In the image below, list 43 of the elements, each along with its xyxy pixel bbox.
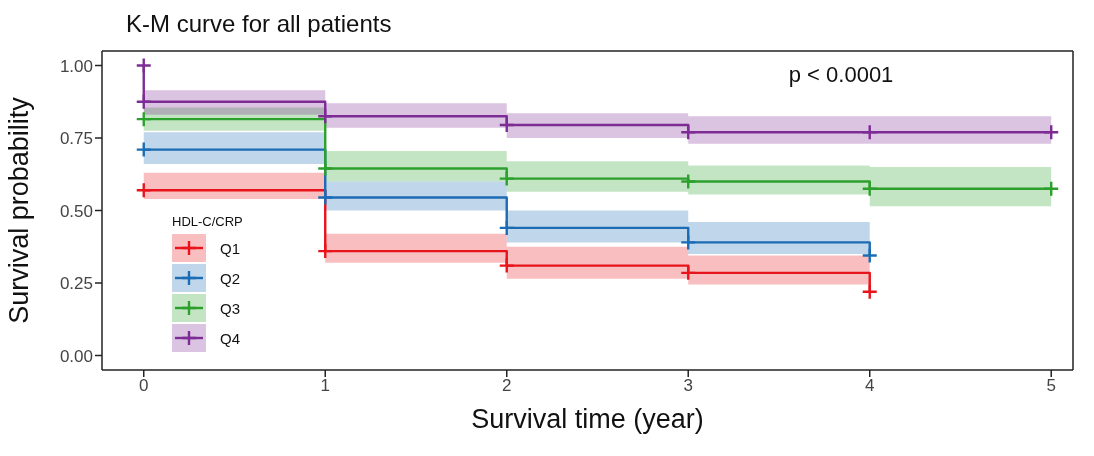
y-tick-label: 0.00 <box>59 346 93 366</box>
x-tick-label: 1 <box>320 376 330 396</box>
point <box>680 124 697 141</box>
y-tick-label: 0.75 <box>59 129 93 149</box>
legend-label: Q3 <box>220 299 241 317</box>
point <box>861 124 878 141</box>
y-axis-title: Survival probability <box>3 96 34 324</box>
point <box>498 116 515 134</box>
point <box>135 141 152 158</box>
point <box>861 180 878 197</box>
point <box>680 234 697 251</box>
legend-label: Q1 <box>220 239 241 257</box>
point <box>317 160 334 177</box>
point <box>498 170 515 187</box>
point <box>498 257 515 274</box>
x-tick-label: 4 <box>864 376 875 396</box>
legend-title: HDL-C/CRP <box>172 214 243 229</box>
annotation: p < 0.0001 <box>788 62 894 88</box>
point <box>135 93 152 110</box>
point <box>498 219 515 237</box>
x-tick-label: 2 <box>502 376 512 396</box>
point <box>861 283 878 300</box>
y-tick-label: 1.00 <box>59 56 93 76</box>
point <box>317 242 334 260</box>
legend-label: Q2 <box>220 269 241 287</box>
y-tick-label: 0.25 <box>59 274 93 294</box>
point <box>1043 180 1060 197</box>
point <box>317 189 334 206</box>
chart-title: K-M curve for all patients <box>125 9 393 39</box>
point <box>680 264 697 282</box>
point <box>1043 124 1060 141</box>
y-tick-label: 0.50 <box>59 201 93 221</box>
x-tick-label: 0 <box>139 376 149 396</box>
point <box>317 108 334 125</box>
x-axis-title: Survival time (year) <box>471 404 704 434</box>
legend-label: Q4 <box>220 329 241 347</box>
point <box>135 110 152 128</box>
x-tick-label: 3 <box>683 376 693 396</box>
point <box>135 57 152 74</box>
point <box>680 173 697 190</box>
point <box>861 247 878 264</box>
x-tick-label: 5 <box>1046 376 1056 396</box>
point <box>135 182 152 199</box>
